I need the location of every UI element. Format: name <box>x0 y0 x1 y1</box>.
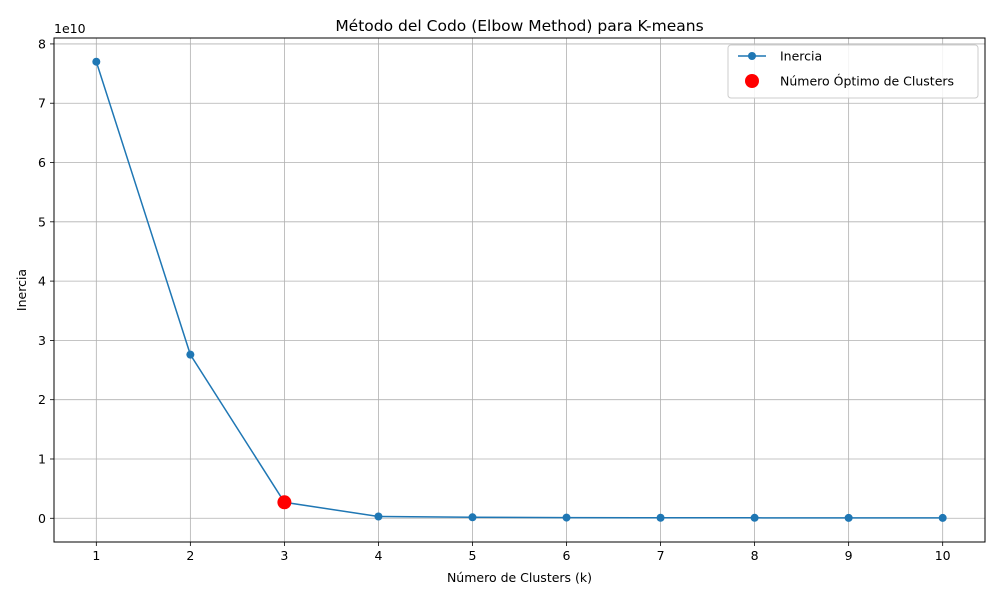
data-point <box>938 513 947 522</box>
x-tick-label: 3 <box>280 548 288 563</box>
y-tick-label: 0 <box>38 511 46 526</box>
legend-marker-swatch <box>748 52 756 60</box>
x-tick-label: 2 <box>186 548 194 563</box>
data-point <box>186 350 195 359</box>
legend-box <box>727 44 979 99</box>
data-point <box>562 513 571 522</box>
data-point <box>844 513 853 522</box>
y-tick-label: 2 <box>38 392 46 407</box>
x-tick-label: 6 <box>563 548 571 563</box>
data-point <box>750 513 759 522</box>
y-tick-label: 1 <box>38 451 46 466</box>
legend-highlight-swatch <box>745 74 759 88</box>
series-layer <box>92 57 947 522</box>
x-tick-label: 5 <box>469 548 477 563</box>
plot-frame <box>53 37 986 543</box>
y-tick-label: 5 <box>38 214 46 229</box>
x-tick-label: 4 <box>374 548 382 563</box>
legend: Inercia Número Óptimo de Clusters <box>727 44 979 99</box>
y-tick-label: 8 <box>38 36 46 51</box>
y-axis-offset-label: 1e10 <box>54 21 86 36</box>
optimal-cluster-point <box>277 495 292 510</box>
x-tick-label: 10 <box>935 548 951 563</box>
y-tick-label: 6 <box>38 155 46 170</box>
chart-title: Método del Codo (Elbow Method) para K-me… <box>335 17 703 35</box>
x-axis-label: Número de Clusters (k) <box>447 570 592 585</box>
y-tick-label: 3 <box>38 333 46 348</box>
legend-label-optimal: Número Óptimo de Clusters <box>780 74 954 89</box>
y-tick-label: 4 <box>38 274 46 289</box>
x-tick-label: 1 <box>92 548 100 563</box>
x-tick-label: 8 <box>751 548 759 563</box>
y-tick-label: 7 <box>38 96 46 111</box>
data-point <box>92 57 101 66</box>
data-point <box>468 513 477 522</box>
data-point <box>374 512 383 521</box>
x-tick-label: 9 <box>845 548 853 563</box>
series-line-inercia <box>95 61 943 519</box>
ticks: 1 2 3 4 5 6 7 8 9 10 0 1 2 3 4 5 6 7 8 <box>38 36 951 563</box>
x-tick-label: 7 <box>657 548 665 563</box>
legend-label-inercia: Inercia <box>780 49 822 64</box>
y-axis-label: Inercia <box>14 269 29 311</box>
data-point <box>656 513 665 522</box>
